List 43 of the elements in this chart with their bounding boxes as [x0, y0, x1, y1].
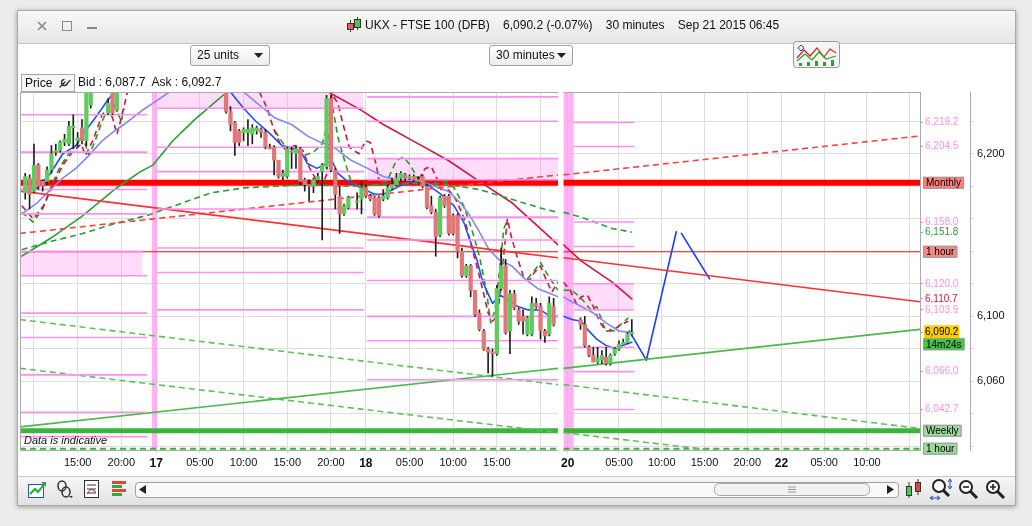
x-tick-label: 15:00	[63, 456, 92, 469]
chart-title: UKX - FTSE 100 (DFB) 6,090.2 (-0.07%) 30 minutes Sep 21 2015 06:45	[365, 18, 780, 32]
y-tick-label: 6,060	[977, 374, 1005, 387]
x-tick-label: 20	[560, 456, 575, 471]
y2-tick-label: 6,110.7	[925, 292, 959, 304]
x-tick-label: 15:00	[483, 456, 511, 469]
y2-tick-label: 6,090.2	[925, 326, 959, 338]
x-tick-label: 15:00	[273, 456, 302, 469]
y2-tick-label: 6,103.9	[925, 303, 959, 315]
dropdown: 30 minutes	[489, 45, 573, 66]
ref-line-label: Weekly	[926, 425, 959, 437]
x-tick-label: 22	[774, 456, 789, 471]
y2-tick-label: 6,158.0	[925, 215, 959, 227]
ref-line-label: Monthly	[926, 177, 962, 189]
x-tick-label: 10:00	[439, 456, 467, 469]
text: 14m24s	[926, 338, 962, 350]
text: Price	[25, 75, 53, 91]
x-tick-label: 10:00	[853, 456, 881, 469]
ref-line-label: 1 hour	[926, 442, 956, 454]
x-tick-label: 20:00	[733, 456, 762, 469]
y2-tick-label: 6,204.5	[925, 140, 959, 152]
x-tick-label: 05:00	[395, 456, 424, 469]
y2-tick-label: 6,151.8	[925, 225, 959, 237]
x-tick-label: 20:00	[107, 456, 136, 469]
x-tick-label: 17	[149, 456, 164, 471]
y2-tick-label: 6,219.2	[925, 116, 959, 128]
y-tick-label: 6,200	[977, 146, 1005, 159]
text: Bid : 6,087.7 Ask : 6,092.7	[78, 75, 222, 89]
x-tick-label: 05:00	[810, 456, 838, 469]
x-tick-label: 10:00	[229, 456, 258, 469]
x-tick-label: 10:00	[647, 456, 676, 469]
x-tick-label: 05:00	[186, 456, 214, 469]
x-tick-label: 15:00	[690, 456, 719, 469]
x-tick-label: 20:00	[317, 456, 345, 469]
ref-line-label: 1 hour	[926, 246, 956, 258]
y2-tick-label: 6,042.7	[925, 403, 959, 415]
dropdown: 25 units	[190, 45, 270, 66]
y2-tick-label: 6,066.0	[925, 365, 959, 377]
x-tick-label: 18	[359, 456, 373, 471]
x-tick-label: 05:00	[605, 456, 633, 469]
y2-tick-label: 6,120.0	[925, 277, 959, 289]
annotation: Data is indicative	[24, 433, 108, 447]
y-tick-label: 6,100	[977, 309, 1005, 322]
